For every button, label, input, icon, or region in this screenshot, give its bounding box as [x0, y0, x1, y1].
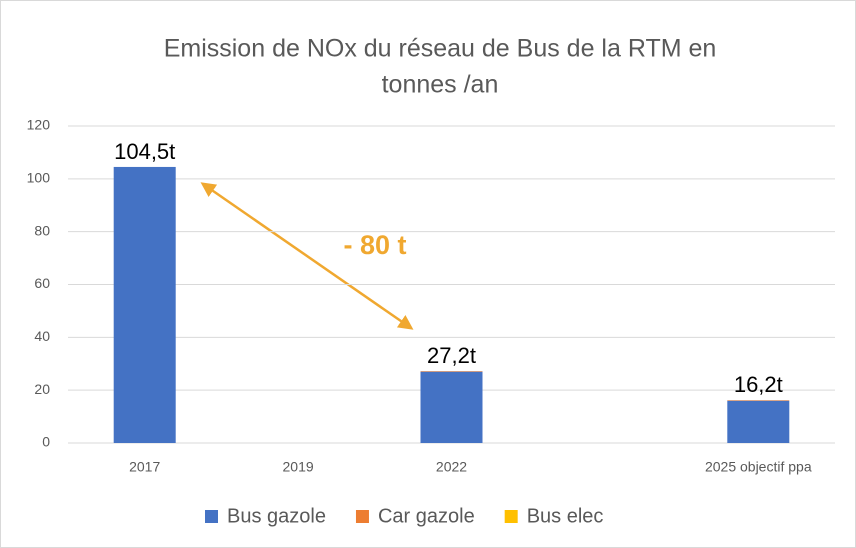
total-label: 27,2t: [427, 343, 476, 368]
y-tick-label: 0: [42, 434, 50, 450]
bar-segment: [113, 166, 176, 443]
legend-swatch: [355, 510, 369, 523]
y-tick-label: 60: [34, 275, 50, 291]
legend-swatch: [205, 510, 218, 523]
y-tick-label: 100: [27, 170, 51, 186]
legend-label: Bus elec: [527, 505, 604, 527]
chart-title: Emission de NOx du réseau de Bus de la R…: [164, 35, 717, 63]
annotation: - 80 t: [343, 230, 406, 260]
bar-segment: [727, 400, 790, 443]
legend-label: Car gazole: [378, 505, 475, 527]
bar-segment: [420, 371, 483, 372]
y-tick-label: 120: [27, 117, 51, 133]
total-label: 104,5t: [114, 139, 175, 164]
y-tick-label: 20: [34, 381, 50, 397]
total-label: 16,2t: [734, 372, 783, 397]
x-tick-label: 2022: [436, 459, 467, 475]
chart-title: tonnes /an: [382, 71, 499, 99]
x-tick-label: 2017: [129, 459, 160, 475]
x-tick-label: 2025 objectif ppa: [705, 459, 812, 475]
legend-label: Bus gazole: [227, 505, 326, 527]
bar-segment: [727, 400, 790, 401]
y-tick-label: 40: [34, 328, 50, 344]
bar-segment: [420, 371, 483, 443]
x-tick-label: 2019: [283, 459, 314, 475]
y-tick-label: 80: [34, 222, 50, 238]
legend-swatch: [504, 510, 518, 523]
arrow: [200, 182, 414, 330]
